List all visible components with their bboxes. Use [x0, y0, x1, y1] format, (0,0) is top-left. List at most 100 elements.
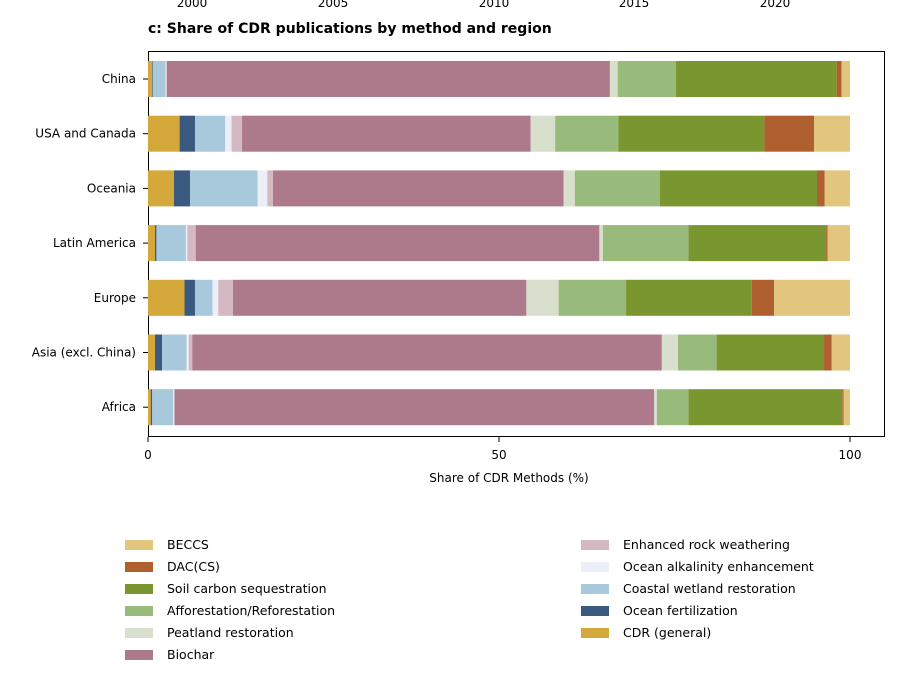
bar-segment	[212, 279, 219, 316]
bar-segment	[563, 170, 575, 207]
bar-segment	[225, 115, 232, 152]
legend-item: Enhanced rock weathering	[581, 534, 814, 556]
bar-segment	[526, 279, 559, 316]
bar-segment	[148, 225, 156, 262]
bar-segment	[764, 115, 815, 152]
y-tick-label: Oceania	[87, 181, 136, 195]
bar-segment	[267, 170, 273, 207]
legend-swatch	[125, 606, 153, 616]
bar-segment	[231, 115, 243, 152]
bar-segment	[162, 334, 187, 371]
bar-segment	[827, 225, 850, 262]
bar-segment	[841, 61, 850, 97]
bar-segment	[173, 389, 174, 426]
bar-segment	[530, 115, 556, 152]
bar-segment	[166, 61, 167, 97]
legend-swatch	[581, 606, 609, 616]
legend-label: Enhanced rock weathering	[623, 537, 790, 552]
bar-segment	[814, 115, 850, 152]
bar-segment	[678, 334, 717, 371]
bar-segment	[179, 115, 196, 152]
legend-item: Soil carbon sequestration	[125, 578, 335, 600]
legend-item: CDR (general)	[581, 622, 814, 644]
y-tick-label: Latin America	[53, 236, 136, 250]
bar-segment	[195, 225, 600, 262]
bar-segment	[195, 279, 213, 316]
bar-segment	[716, 334, 825, 371]
top-axis-tick-label: 2015	[619, 0, 650, 10]
legend-swatch	[125, 562, 153, 572]
bar-segment	[173, 170, 191, 207]
bar-segment	[602, 225, 689, 262]
legend-label: CDR (general)	[623, 625, 712, 640]
bar-segment	[148, 389, 151, 426]
legend-item: Afforestation/Reforestation	[125, 600, 335, 622]
y-tick-label: China	[102, 72, 136, 86]
legend-swatch	[125, 540, 153, 550]
x-tick-label: 50	[491, 448, 506, 462]
bar-segment	[156, 225, 186, 262]
legend-swatch	[581, 562, 609, 572]
bar-segment	[148, 279, 185, 316]
bar-segment	[148, 61, 153, 97]
legend-swatch	[125, 584, 153, 594]
bar-segment	[688, 225, 827, 262]
y-tick-label: Asia (excl. China)	[32, 346, 136, 360]
bar-segment	[192, 334, 662, 371]
bar-segment	[155, 225, 157, 262]
bar-segment	[148, 115, 180, 152]
bar-segment	[186, 334, 189, 371]
bar-segment	[826, 225, 828, 262]
bar-segment	[817, 170, 825, 207]
x-tick-label: 0	[144, 448, 152, 462]
bar-segment	[843, 389, 850, 426]
y-tick-label: Africa	[102, 400, 136, 414]
legend-right-column: Enhanced rock weathering Ocean alkalinity…	[581, 534, 814, 644]
legend-label: Ocean fertilization	[623, 603, 738, 618]
bar-segment	[185, 225, 188, 262]
top-axis-tick-label: 2020	[760, 0, 791, 10]
top-axis-tick-label: 2005	[318, 0, 349, 10]
bar-segment	[173, 389, 175, 426]
legend-item: Ocean alkalinity enhancement	[581, 556, 814, 578]
bar-segment	[618, 115, 765, 152]
legend-label: Soil carbon sequestration	[167, 581, 327, 596]
legend-label: Ocean alkalinity enhancement	[623, 559, 814, 574]
bar-segment	[152, 61, 153, 97]
top-axis-tick-label: 2010	[479, 0, 510, 10]
bar-segment	[150, 389, 153, 426]
bar-segment	[574, 170, 660, 207]
bar-segment	[599, 225, 603, 262]
bar-segment	[188, 334, 193, 371]
legend-left-column: BECCS DAC(CS) Soil carbon sequestration Aff…	[125, 534, 335, 666]
x-axis-label: Share of CDR Methods (%)	[429, 471, 588, 485]
bar-segment	[558, 279, 627, 316]
bar-segment	[836, 61, 842, 97]
x-axis: 0 50 100	[144, 437, 861, 462]
bar-segment	[184, 279, 196, 316]
bar-segment	[148, 334, 156, 371]
bar-segment	[152, 389, 174, 426]
legend-item: Peatland restoration	[125, 622, 335, 644]
bar-segment	[174, 389, 655, 426]
bar-segment	[165, 61, 167, 97]
legend-item: DAC(CS)	[125, 556, 335, 578]
legend-label: Biochar	[167, 647, 215, 662]
bar-segment	[831, 334, 850, 371]
legend-item: BECCS	[125, 534, 335, 556]
x-tick-label: 100	[839, 448, 862, 462]
bar-segments	[148, 61, 850, 426]
legend-item: Biochar	[125, 644, 335, 666]
bar-segment	[675, 61, 837, 97]
bar-segment	[555, 115, 619, 152]
legend-swatch	[125, 650, 153, 660]
legend-swatch	[125, 628, 153, 638]
bar-segment	[190, 170, 258, 207]
top-axis-tick-label: 2000	[177, 0, 208, 10]
legend-swatch	[581, 628, 609, 638]
chart-title: c: Share of CDR publications by method a…	[148, 21, 552, 37]
legend-label: BECCS	[167, 537, 209, 552]
bar-segment	[626, 279, 752, 316]
bar-segment	[609, 61, 618, 97]
y-tick-label: Europe	[94, 291, 136, 305]
